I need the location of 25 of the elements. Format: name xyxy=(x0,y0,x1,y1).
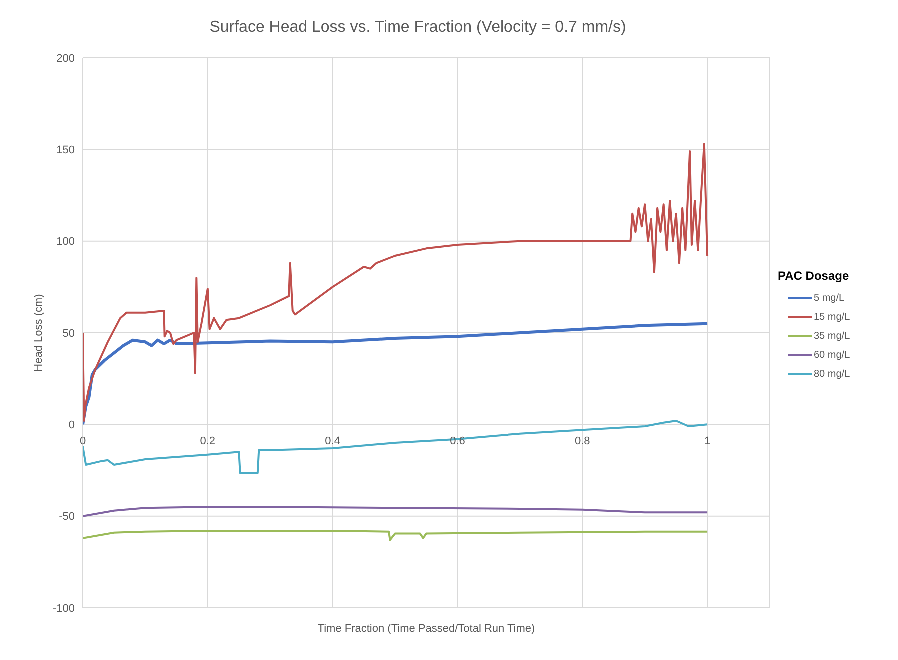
x-axis-title: Time Fraction (Time Passed/Total Run Time) xyxy=(318,623,536,635)
legend-label: 80 mg/L xyxy=(814,368,850,380)
legend-label: 35 mg/L xyxy=(814,330,850,342)
x-tick-label: 0 xyxy=(80,436,86,448)
y-tick-label: 150 xyxy=(56,144,75,157)
y-tick-label: 0 xyxy=(68,420,75,432)
line-series xyxy=(83,506,709,518)
y-tick-label: -50 xyxy=(59,511,75,524)
legend-label: 60 mg/L xyxy=(814,350,850,360)
legend-title: PAC Dosage xyxy=(778,268,850,282)
x-tick-label: 0.4 xyxy=(325,436,340,448)
y-tick-label: 100 xyxy=(56,236,75,248)
legend-label: 15 mg/L xyxy=(814,312,850,322)
line-series xyxy=(83,143,709,422)
chart-title: Surface Head Loss vs. Time Fraction (Velocity = 0.7 mm/s) xyxy=(210,19,626,36)
y-axis-title: Head Loss (cm) xyxy=(32,294,45,372)
x-tick-label: 0.2 xyxy=(200,436,216,448)
legend-label: 5 mg/L xyxy=(814,292,845,304)
x-tick-label: 1 xyxy=(704,436,711,448)
y-tick-label: 50 xyxy=(62,328,75,340)
y-tick-label: -100 xyxy=(52,602,75,615)
line-series xyxy=(83,322,710,426)
y-tick-label: 200 xyxy=(56,52,75,65)
x-tick-label: 0.8 xyxy=(574,436,590,448)
line-series xyxy=(83,530,709,542)
